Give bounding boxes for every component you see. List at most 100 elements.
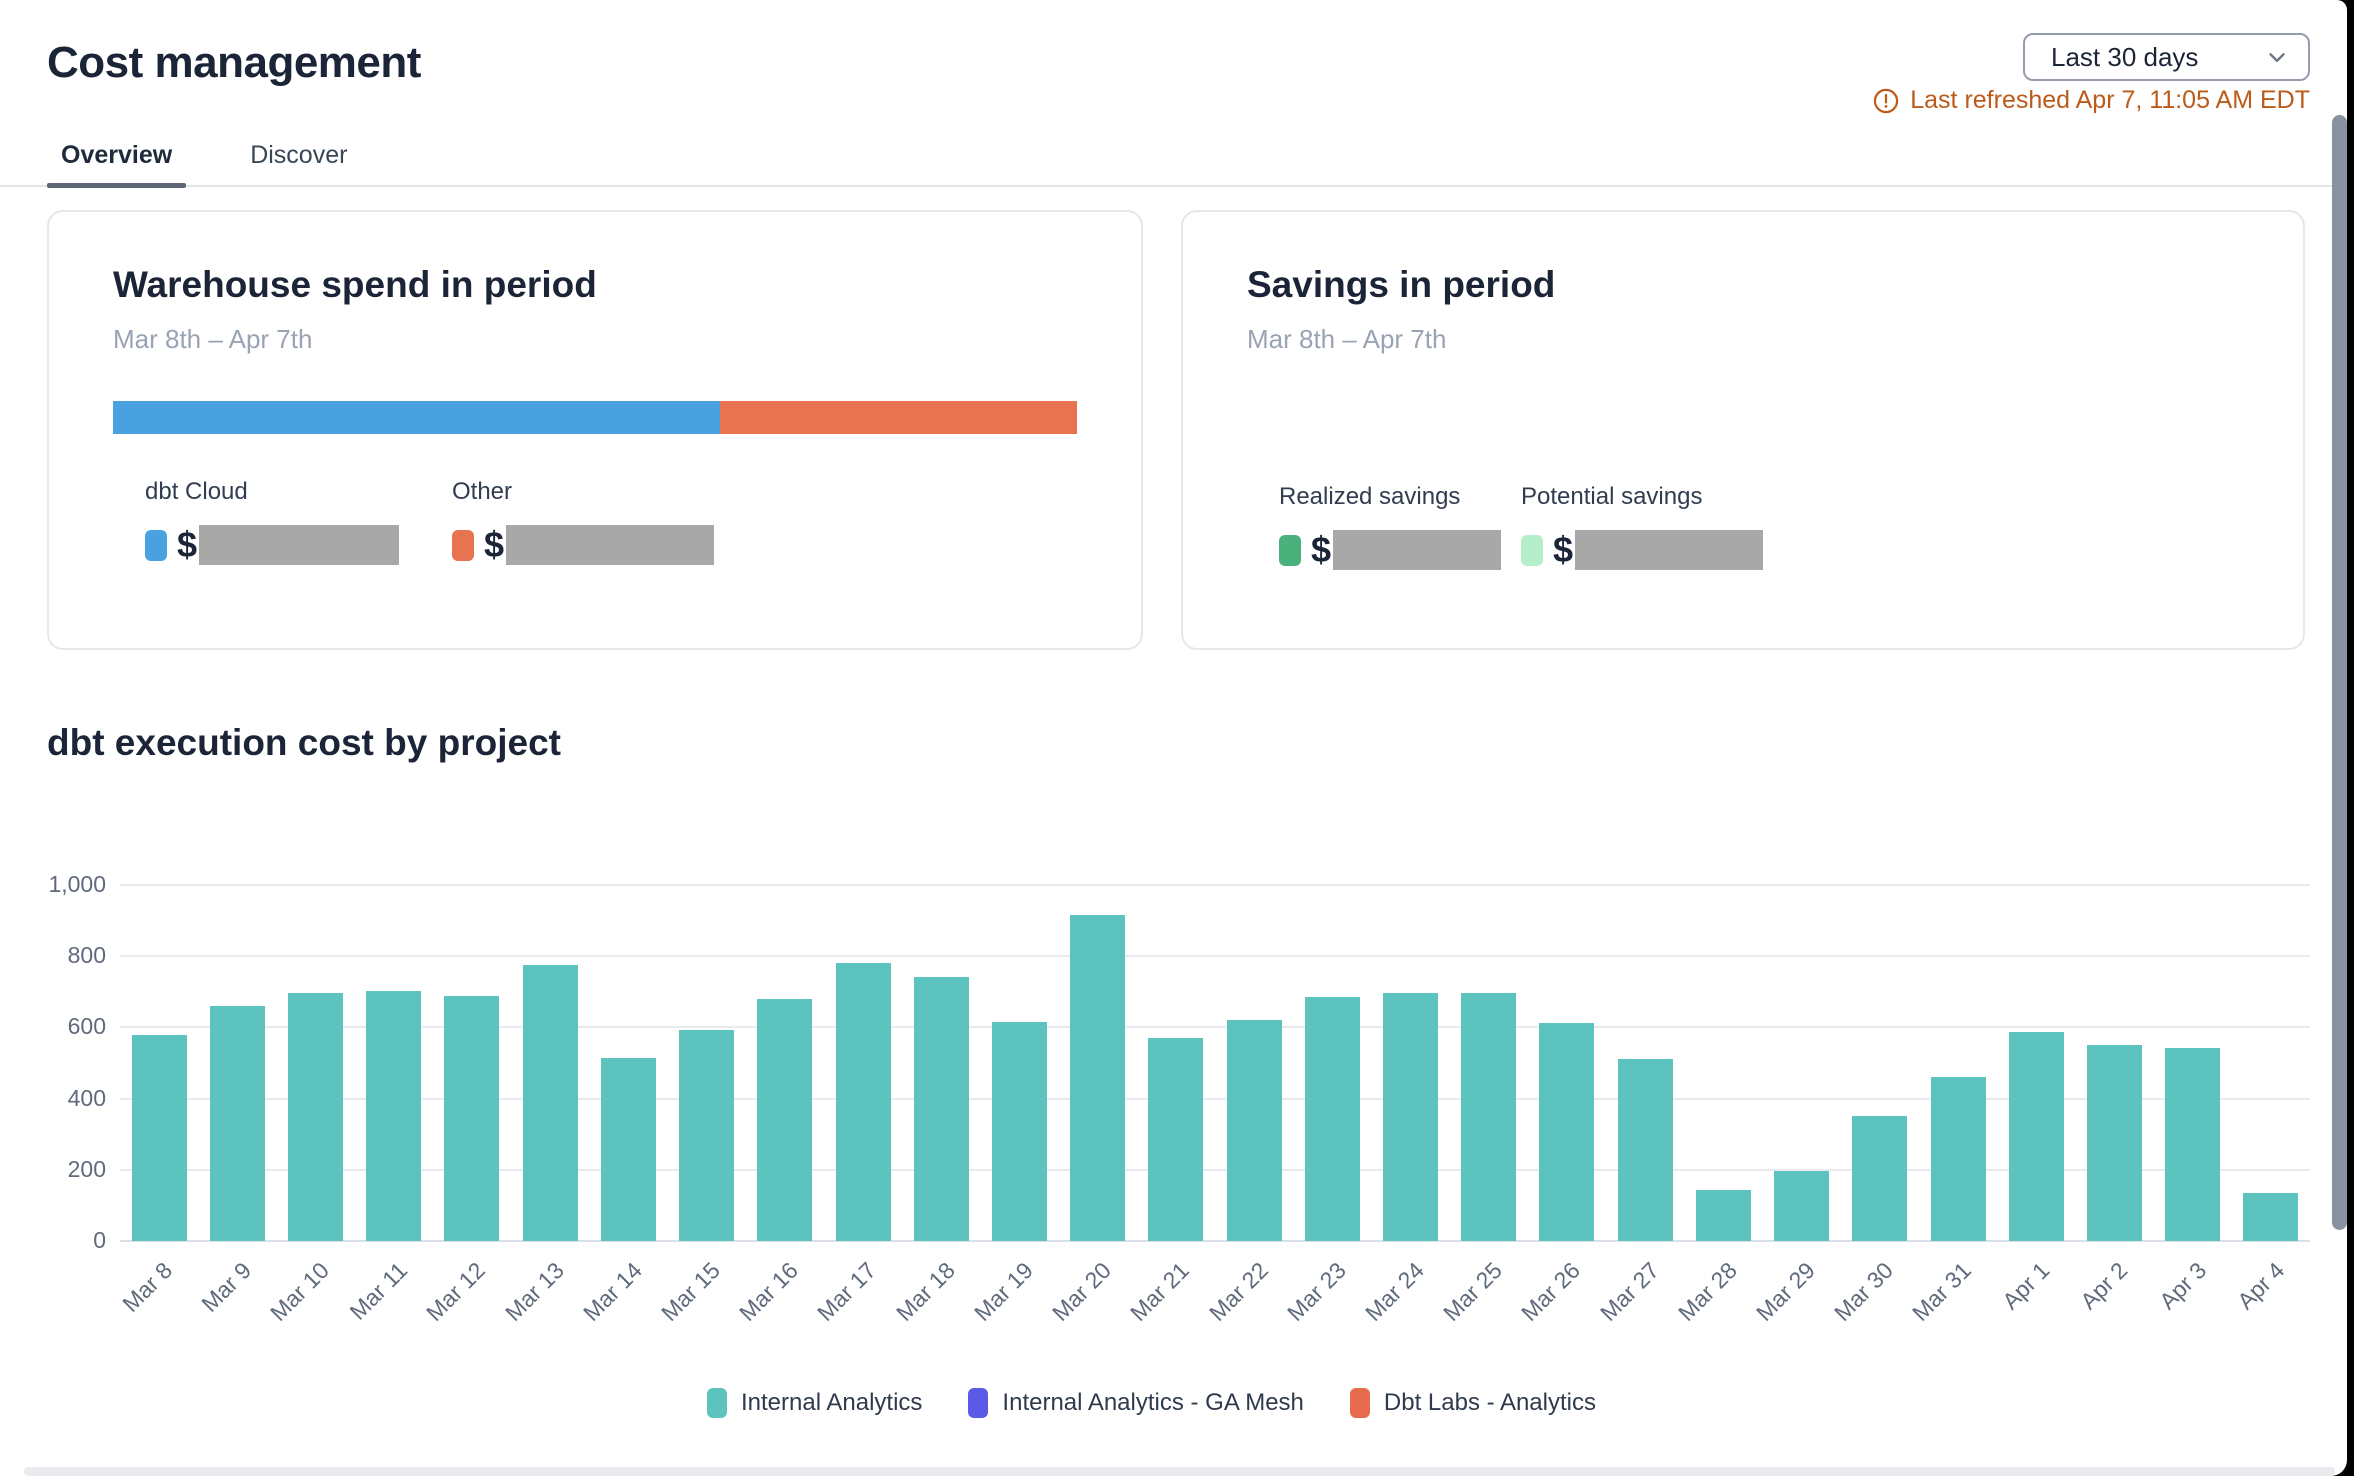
bar-mar-8[interactable] — [131, 1034, 187, 1241]
x-axis-tick-label: Mar 30 — [1829, 1257, 1899, 1327]
bar-apr-2[interactable] — [2086, 1044, 2142, 1241]
x-axis-tick-label: Apr 2 — [2075, 1257, 2133, 1315]
date-range-value: Last 30 days — [2051, 41, 2199, 72]
legend-swatch — [1349, 1388, 1370, 1418]
x-axis-tick-label: Mar 28 — [1672, 1257, 1742, 1327]
legend-item-realized-savings: Realized savings $ — [1279, 483, 1521, 571]
x-axis-tick-label: Mar 13 — [499, 1257, 569, 1327]
execution-cost-chart: 1,000 800 600 400 200 0 Mar 8 Mar 9 Mar 10 Mar 11… — [48, 871, 2310, 1326]
legend-swatch — [968, 1388, 989, 1418]
summary-cards-row: Warehouse spend in period Mar 8th – Apr … — [47, 210, 2305, 650]
x-axis-tick-label: Mar 10 — [264, 1257, 334, 1327]
bar-mar-9[interactable] — [209, 1006, 265, 1241]
y-axis-tick-label: 600 — [67, 1013, 106, 1040]
horizontal-scrollbar-track[interactable] — [24, 1467, 2335, 1476]
card-period: Mar 8th – Apr 7th — [1247, 324, 1447, 354]
dbt-cloud-swatch — [145, 529, 167, 561]
bar-mar-20[interactable] — [1070, 915, 1126, 1241]
currency-symbol: $ — [484, 524, 505, 565]
bar-mar-29[interactable] — [1774, 1171, 1830, 1241]
legend-item-potential-savings: Potential savings $ — [1521, 483, 1763, 571]
bar-apr-1[interactable] — [2008, 1032, 2064, 1241]
legend-label: Internal Analytics - GA Mesh — [1002, 1389, 1304, 1416]
gridline — [120, 1026, 2310, 1029]
bar-mar-18[interactable] — [913, 976, 969, 1241]
x-axis-tick-label: Mar 18 — [890, 1257, 960, 1327]
date-range-select[interactable]: Last 30 days — [2023, 33, 2310, 81]
bar-mar-24[interactable] — [1383, 992, 1439, 1241]
other-swatch — [452, 529, 474, 561]
y-axis-tick-label: 200 — [67, 1155, 106, 1182]
bar-mar-12[interactable] — [444, 996, 500, 1241]
x-axis-tick-label: Mar 9 — [195, 1257, 256, 1317]
x-axis-tick-label: Mar 11 — [344, 1257, 413, 1325]
x-axis-tick-label: Mar 12 — [421, 1257, 491, 1327]
chart-legend-item-internal-analytics-ga-mesh[interactable]: Internal Analytics - GA Mesh — [968, 1388, 1304, 1418]
gridline — [120, 1168, 2310, 1171]
x-axis-tick-label: Apr 1 — [1997, 1257, 2055, 1315]
redacted-value — [199, 525, 400, 565]
legend-label: Dbt Labs - Analytics — [1383, 1389, 1596, 1416]
x-axis-tick-label: Mar 21 — [1125, 1257, 1195, 1327]
x-axis-tick-label: Mar 15 — [655, 1257, 725, 1327]
tab-discover[interactable]: Discover — [250, 140, 348, 169]
x-axis-tick-label: Mar 29 — [1750, 1257, 1820, 1327]
tab-overview[interactable]: Overview — [47, 125, 187, 188]
redacted-value — [1333, 530, 1502, 570]
bar-apr-3[interactable] — [2165, 1048, 2221, 1241]
currency-symbol: $ — [1553, 529, 1574, 570]
card-title: Savings in period — [1247, 264, 1556, 305]
chart-legend: Internal Analytics Internal Analytics - G… — [0, 1388, 2303, 1418]
chart-legend-item-dbt-labs-analytics[interactable]: Dbt Labs - Analytics — [1349, 1388, 1596, 1418]
y-axis-tick-label: 800 — [67, 942, 106, 969]
bar-mar-14[interactable] — [600, 1057, 656, 1241]
x-axis-tick-label: Mar 24 — [1359, 1257, 1429, 1327]
gridline — [120, 884, 2310, 886]
bar-mar-11[interactable] — [366, 990, 422, 1241]
x-axis-tick-label: Mar 22 — [1203, 1257, 1273, 1327]
bar-mar-15[interactable] — [679, 1030, 735, 1241]
bar-mar-31[interactable] — [1930, 1076, 1986, 1241]
chart-legend-item-internal-analytics[interactable]: Internal Analytics — [706, 1388, 923, 1418]
vertical-scrollbar-thumb[interactable] — [2332, 115, 2347, 1230]
savings-card: Savings in period Mar 8th – Apr 7th Real… — [1181, 210, 2305, 650]
bar-mar-16[interactable] — [757, 998, 813, 1241]
potential-savings-swatch — [1521, 534, 1543, 566]
bar-mar-17[interactable] — [835, 963, 891, 1241]
bar-mar-27[interactable] — [1617, 1059, 1673, 1241]
legend-label: Internal Analytics — [740, 1389, 923, 1416]
bar-mar-26[interactable] — [1539, 1023, 1595, 1241]
bar-mar-19[interactable] — [991, 1022, 1047, 1241]
y-axis-tick-label: 1,000 — [48, 871, 106, 897]
bar-mar-23[interactable] — [1304, 997, 1360, 1241]
spend-legend: dbt Cloud $ Other $ — [145, 478, 1077, 566]
x-axis-tick-label: Mar 20 — [1047, 1257, 1117, 1327]
chevron-down-icon — [2269, 53, 2285, 62]
gridline — [120, 1240, 2310, 1242]
alert-circle-icon — [1874, 88, 1899, 113]
warehouse-spend-card: Warehouse spend in period Mar 8th – Apr … — [47, 210, 1143, 650]
redacted-value — [1575, 530, 1763, 570]
stacked-bar-segment-other — [720, 401, 1077, 434]
x-axis-tick-label: Mar 23 — [1281, 1257, 1351, 1327]
bar-mar-22[interactable] — [1226, 1020, 1282, 1241]
bar-mar-28[interactable] — [1695, 1190, 1751, 1241]
x-axis-tick-label: Mar 16 — [734, 1257, 804, 1327]
bar-apr-4[interactable] — [2243, 1192, 2299, 1241]
bar-mar-30[interactable] — [1852, 1116, 1908, 1241]
x-axis-tick-label: Mar 27 — [1594, 1257, 1664, 1327]
bar-mar-21[interactable] — [1148, 1038, 1204, 1241]
card-period: Mar 8th – Apr 7th — [113, 324, 313, 354]
legend-item-other: Other $ — [452, 478, 759, 566]
x-axis-tick-label: Apr 3 — [2153, 1257, 2212, 1315]
stacked-bar-segment-dbt-cloud — [113, 401, 721, 434]
realized-savings-swatch — [1279, 534, 1301, 566]
bar-mar-10[interactable] — [288, 992, 344, 1241]
redacted-value — [506, 525, 715, 565]
bar-mar-25[interactable] — [1461, 993, 1517, 1241]
x-axis-tick-label: Mar 26 — [1516, 1257, 1586, 1327]
x-axis-tick-label: Mar 17 — [812, 1257, 882, 1327]
x-axis-tick-label: Mar 14 — [577, 1257, 647, 1327]
bar-mar-13[interactable] — [522, 965, 578, 1241]
